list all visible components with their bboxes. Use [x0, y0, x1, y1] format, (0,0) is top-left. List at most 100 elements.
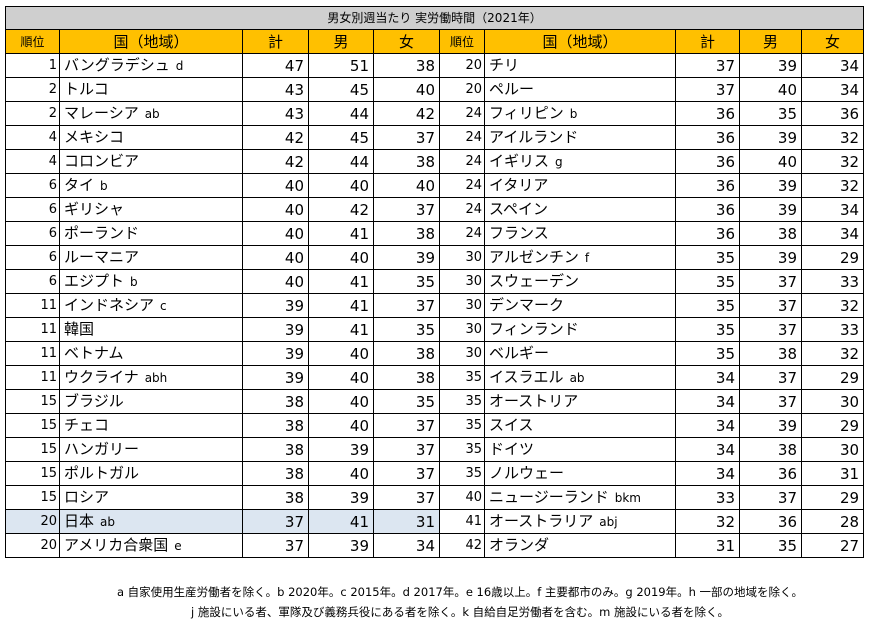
country-cell: ペルー [484, 77, 676, 102]
female-cell: 34 [800, 221, 865, 246]
country-name: チリ [489, 56, 520, 74]
country-name: スイス [489, 416, 534, 434]
female-cell: 27 [800, 533, 865, 558]
country-name: ブラジル [64, 392, 124, 410]
male-cell: 41 [308, 269, 374, 294]
rank-cell: 24 [439, 149, 485, 174]
rank-cell: 11 [5, 341, 60, 366]
female-cell: 34 [800, 197, 865, 222]
footnote-marker: ab [100, 515, 115, 529]
total-cell: 38 [242, 485, 309, 510]
rank-cell: 15 [5, 485, 60, 510]
rank-cell: 30 [439, 245, 485, 270]
country-cell: ロシア [59, 485, 243, 510]
female-cell: 37 [373, 413, 440, 438]
table-row: 15 ポルトガル 38 40 37 35 ノルウェー 34 36 31 [5, 461, 865, 486]
table-row: 4 メキシコ 42 45 37 24 アイルランド 36 39 32 [5, 125, 865, 150]
table-row: 15 チェコ 38 40 37 35 スイス 34 39 29 [5, 413, 865, 438]
male-cell: 39 [739, 125, 802, 150]
total-cell: 40 [242, 197, 309, 222]
header-male: 男 [739, 29, 802, 54]
total-cell: 35 [675, 245, 740, 270]
male-cell: 40 [308, 365, 374, 390]
female-cell: 37 [373, 125, 440, 150]
country-cell: ウクライナ abh [59, 365, 243, 390]
female-cell: 31 [800, 461, 865, 486]
table-row: 15 ブラジル 38 40 35 35 オーストリア 34 37 30 [5, 389, 865, 414]
female-cell: 32 [800, 173, 865, 198]
male-cell: 37 [739, 269, 802, 294]
header-total: 計 [675, 29, 740, 54]
table-row: 11 ベトナム 39 40 38 30 ベルギー 35 38 32 [5, 341, 865, 366]
country-cell: デンマーク [484, 293, 676, 318]
rank-cell: 15 [5, 461, 60, 486]
country-cell: ドイツ [484, 437, 676, 462]
country-cell: フィンランド [484, 317, 676, 342]
rank-cell: 40 [439, 485, 485, 510]
rank-cell: 20 [5, 509, 60, 534]
female-cell: 38 [373, 365, 440, 390]
female-cell: 32 [800, 125, 865, 150]
country-cell: ベルギー [484, 341, 676, 366]
footnote-marker: c [160, 299, 167, 313]
country-cell: トルコ [59, 77, 243, 102]
rank-cell: 35 [439, 461, 485, 486]
country-cell: オーストリア [484, 389, 676, 414]
total-cell: 40 [242, 269, 309, 294]
rank-cell: 15 [5, 389, 60, 414]
total-cell: 43 [242, 77, 309, 102]
country-cell: イギリス g [484, 149, 676, 174]
female-cell: 34 [800, 77, 865, 102]
country-name: オーストリア [489, 392, 579, 410]
header-rank: 順位 [5, 29, 60, 54]
rank-cell: 20 [439, 53, 485, 78]
female-cell: 32 [800, 341, 865, 366]
rank-cell: 20 [5, 533, 60, 558]
footnote-marker: g [555, 155, 563, 169]
rank-cell: 2 [5, 77, 60, 102]
country-cell: イスラエル ab [484, 365, 676, 390]
total-cell: 37 [675, 53, 740, 78]
total-cell: 34 [675, 437, 740, 462]
country-cell: インドネシア c [59, 293, 243, 318]
male-cell: 40 [308, 341, 374, 366]
footnote-marker: abh [144, 371, 168, 385]
table-row: 11 インドネシア c 39 41 37 30 デンマーク 35 37 32 [5, 293, 865, 318]
country-name: イギリス [489, 152, 550, 170]
country-name: ウクライナ [64, 368, 139, 386]
footnote-marker: e [174, 539, 182, 553]
rank-cell: 24 [439, 173, 485, 198]
total-cell: 31 [675, 533, 740, 558]
total-cell: 35 [675, 317, 740, 342]
female-cell: 33 [800, 269, 865, 294]
total-cell: 40 [242, 245, 309, 270]
country-cell: ベトナム [59, 341, 243, 366]
female-cell: 39 [373, 245, 440, 270]
country-name: ニュージーランド [489, 488, 609, 506]
header-row: 順位 国（地域） 計 男 女 順位 国（地域） 計 男 女 [5, 29, 865, 54]
country-name: イスラエル [489, 368, 564, 386]
country-name: オランダ [489, 536, 550, 554]
male-cell: 41 [308, 317, 374, 342]
country-cell: ルーマニア [59, 245, 243, 270]
male-cell: 44 [308, 149, 374, 174]
country-name: バングラデシュ [64, 56, 170, 74]
total-cell: 38 [242, 413, 309, 438]
country-name: トルコ [64, 80, 109, 98]
working-hours-table-container: 男女別週当たり 実労働時間（2021年） 順位 国（地域） 計 男 女 順位 国… [4, 6, 865, 558]
female-cell: 32 [800, 293, 865, 318]
table-row: 6 ギリシャ 40 42 37 24 スペイン 36 39 34 [5, 197, 865, 222]
total-cell: 37 [242, 509, 309, 534]
country-cell: スペイン [484, 197, 676, 222]
footnote-marker: b [569, 107, 578, 121]
rank-cell: 35 [439, 365, 485, 390]
country-name: フィンランド [489, 320, 579, 338]
country-cell: メキシコ [59, 125, 243, 150]
male-cell: 39 [308, 533, 374, 558]
header-total: 計 [242, 29, 309, 54]
country-cell: アルゼンチン f [484, 245, 676, 270]
table-row: 6 ポーランド 40 41 38 24 フランス 36 38 34 [5, 221, 865, 246]
female-cell: 40 [373, 77, 440, 102]
table-row: 11 ウクライナ abh 39 40 38 35 イスラエル ab 34 37 29 [5, 365, 865, 390]
rank-cell: 35 [439, 413, 485, 438]
